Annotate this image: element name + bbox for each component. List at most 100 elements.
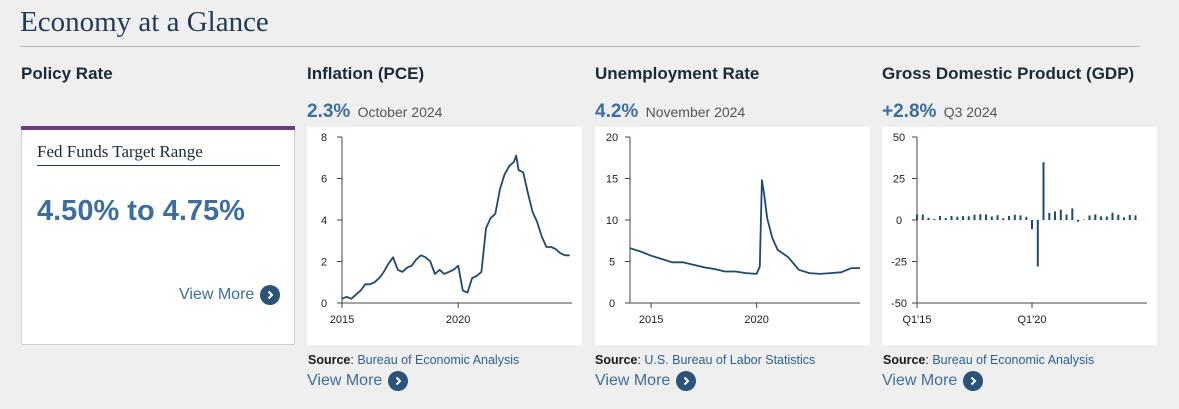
unemployment-title: Unemployment Rate [595, 64, 759, 84]
gdp-view-more-link[interactable]: View More [882, 371, 983, 391]
gdp-bar [1089, 216, 1091, 221]
inflation-ytick-label: 6 [321, 174, 327, 186]
gdp-bar [939, 216, 941, 220]
gdp-chart: -50 -25 0 25 50 Q1'15 Q1'20 [882, 127, 1157, 345]
unemployment-date: November 2024 [646, 104, 746, 120]
gdp-bar [1020, 215, 1022, 220]
inflation-chart: 0 2 4 6 8 2015 2020 [307, 127, 582, 345]
gdp-bar [1031, 220, 1033, 229]
inflation-ytick-label: 4 [321, 215, 327, 227]
gdp-bar [1100, 216, 1102, 220]
gdp-bar [1083, 220, 1085, 221]
gdp-headline: +2.8% Q3 2024 [882, 101, 997, 123]
chevron-right-icon [388, 371, 408, 391]
gdp-bar [1060, 210, 1062, 220]
inflation-date: October 2024 [358, 104, 443, 120]
gdp-bar [1094, 214, 1096, 220]
gdp-bar [1117, 215, 1119, 220]
title-divider [20, 46, 1140, 47]
inflation-source-name: Bureau of Economic Analysis [357, 353, 519, 367]
inflation-xtick-label: 2015 [330, 314, 354, 326]
gdp-source: Source: Bureau of Economic Analysis [883, 353, 1094, 367]
fed-funds-rate: 4.50% to 4.75% [37, 195, 245, 228]
unemployment-chart: 0 5 10 15 20 2015 2020 [595, 127, 870, 345]
policy-rate-title: Policy Rate [21, 64, 113, 84]
chevron-right-icon [963, 371, 983, 391]
inflation-view-more-link[interactable]: View More [307, 371, 408, 391]
unemployment-xtick-label: 2020 [744, 314, 768, 326]
policy-view-more-link[interactable]: View More [179, 285, 280, 305]
chevron-right-icon [260, 285, 280, 305]
gdp-bar [951, 216, 953, 220]
gdp-bar [1077, 220, 1079, 222]
gdp-bar [1135, 215, 1137, 220]
gdp-bar [974, 215, 976, 220]
gdp-bar [1106, 217, 1108, 221]
gdp-bar [922, 215, 924, 221]
gdp-source-name: Bureau of Economic Analysis [932, 353, 1094, 367]
unemployment-xtick-label: 2015 [639, 314, 663, 326]
gdp-bar [945, 218, 947, 220]
gdp-bar [985, 215, 987, 221]
gdp-bar [1123, 217, 1125, 220]
gdp-xtick-label: Q1'15 [902, 314, 931, 326]
chevron-right-icon [676, 371, 696, 391]
source-label: Source [595, 353, 637, 367]
page-title: Economy at a Glance [20, 6, 269, 39]
view-more-label: View More [595, 372, 670, 390]
view-more-label: View More [179, 286, 254, 304]
view-more-label: View More [307, 372, 382, 390]
gdp-bar [933, 219, 935, 220]
fed-funds-label-rule [37, 165, 280, 166]
gdp-ytick-label: 50 [893, 132, 905, 144]
gdp-date: Q3 2024 [944, 104, 998, 120]
unemployment-source: Source: U.S. Bureau of Labor Statistics [595, 353, 815, 367]
gdp-title: Gross Domestic Product (GDP) [882, 64, 1134, 84]
gdp-bar [991, 217, 993, 221]
gdp-bar [916, 215, 918, 221]
gdp-bar [1129, 215, 1131, 220]
fed-funds-label: Fed Funds Target Range [37, 142, 203, 162]
gdp-bar [956, 217, 958, 220]
gdp-bar [962, 216, 964, 220]
unemployment-source-name: U.S. Bureau of Labor Statistics [644, 353, 815, 367]
view-more-label: View More [882, 372, 957, 390]
source-label: Source [308, 353, 350, 367]
policy-rate-section: Policy Rate [21, 64, 113, 84]
unemployment-ytick-label: 15 [606, 174, 618, 186]
gdp-bar [1014, 215, 1016, 220]
gdp-ytick-label: 25 [893, 174, 905, 186]
gdp-bar [1112, 213, 1114, 220]
gdp-bar [1066, 215, 1068, 221]
fed-funds-card: Fed Funds Target Range 4.50% to 4.75% Vi… [21, 126, 295, 345]
gdp-bar [997, 215, 999, 220]
inflation-xtick-label: 2020 [446, 314, 470, 326]
inflation-ytick-label: 0 [321, 298, 327, 310]
inflation-headline: 2.3% October 2024 [307, 101, 442, 123]
inflation-value: 2.3% [307, 101, 350, 122]
inflation-ytick-label: 8 [321, 132, 327, 144]
gdp-bar [1037, 220, 1039, 267]
card-accent-bar [21, 126, 295, 130]
gdp-bar [1054, 211, 1056, 220]
gdp-bar [1043, 162, 1045, 220]
gdp-bar [1048, 213, 1050, 220]
gdp-value: +2.8% [882, 101, 936, 122]
gdp-bar [928, 218, 930, 220]
unemployment-headline: 4.2% November 2024 [595, 101, 745, 123]
unemployment-value: 4.2% [595, 101, 638, 122]
gdp-xtick-label: Q1'20 [1017, 314, 1046, 326]
inflation-series-line [342, 156, 570, 299]
gdp-ytick-label: 0 [896, 215, 902, 227]
gdp-ytick-label: -50 [891, 298, 907, 310]
unemployment-series-line [630, 180, 860, 274]
unemployment-ytick-label: 5 [609, 257, 615, 269]
unemployment-section: Unemployment Rate [595, 64, 759, 84]
unemployment-ytick-label: 0 [609, 298, 615, 310]
inflation-title: Inflation (PCE) [307, 64, 424, 84]
inflation-section: Inflation (PCE) [307, 64, 424, 84]
gdp-bar [1071, 208, 1073, 220]
gdp-bar [1002, 218, 1004, 220]
unemployment-view-more-link[interactable]: View More [595, 371, 696, 391]
inflation-source: Source: Bureau of Economic Analysis [308, 353, 519, 367]
